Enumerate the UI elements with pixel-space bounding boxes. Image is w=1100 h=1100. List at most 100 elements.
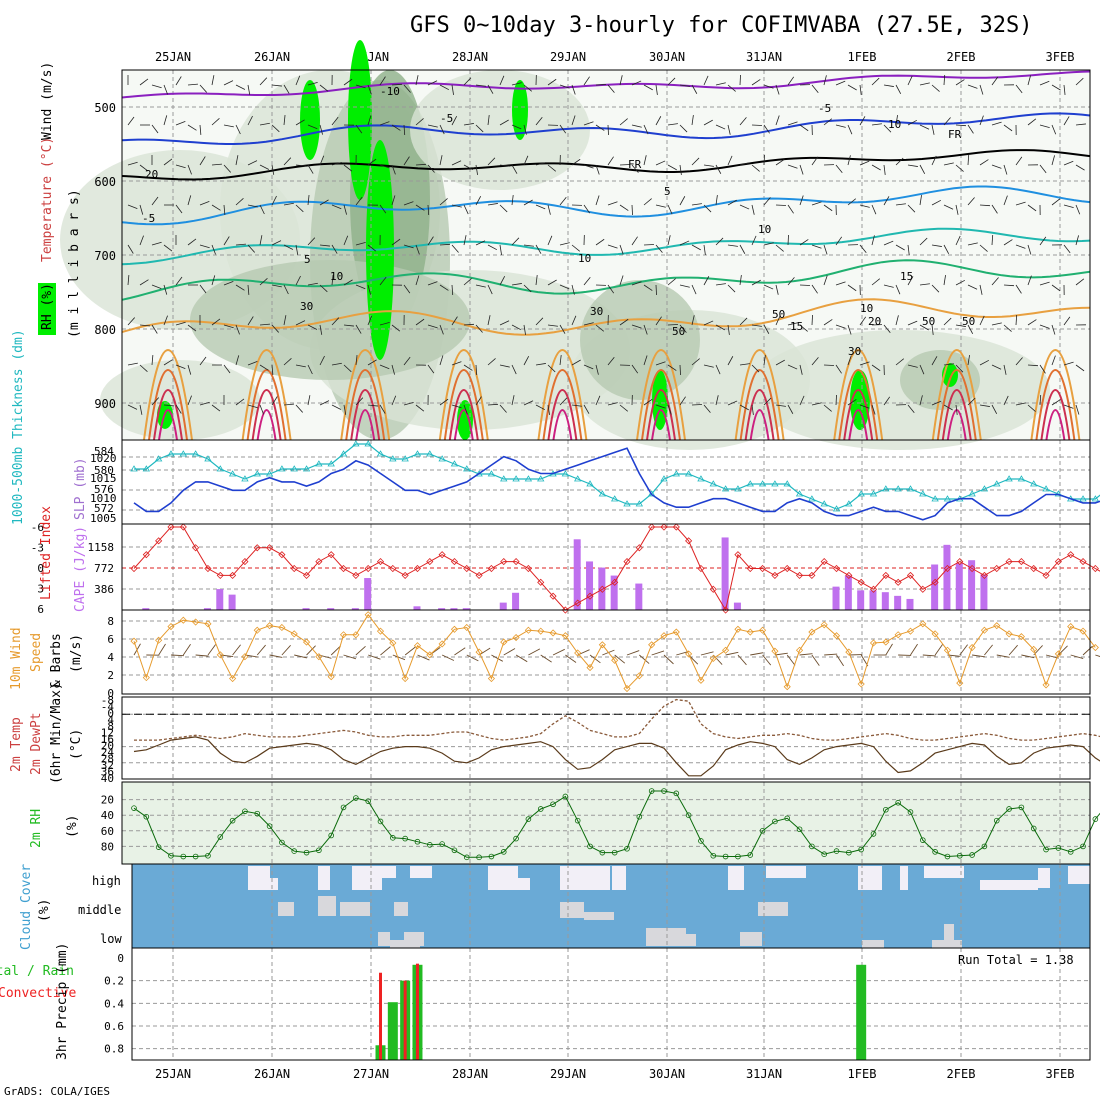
wind-barb	[307, 395, 311, 406]
wind-barb	[343, 204, 347, 215]
rh-marker	[500, 849, 507, 855]
wind-barb	[439, 155, 443, 166]
rh-marker	[254, 810, 261, 817]
wind-barb	[883, 396, 891, 406]
cape-bar	[598, 567, 606, 610]
cloud-gap	[410, 866, 432, 878]
lifted-index-marker	[130, 564, 138, 573]
rh-axis: 80 60 40 20	[101, 794, 114, 854]
thickness-marker	[635, 500, 644, 507]
wind-barb	[463, 77, 472, 86]
wind-barb	[787, 404, 794, 414]
thickness-marker	[167, 450, 175, 457]
wind-barb	[355, 324, 362, 334]
wind-barb	[931, 244, 942, 247]
surface-plume	[542, 369, 583, 441]
wind-speed-marker	[623, 684, 631, 693]
lifted-index-marker	[1067, 551, 1075, 559]
surface-plume	[636, 349, 686, 441]
wind-barb	[739, 317, 748, 326]
wind-barb	[859, 316, 867, 326]
thickness-marker	[943, 495, 952, 502]
lifted-index-marker	[487, 564, 495, 573]
wind-barb	[715, 395, 719, 406]
wind-barb	[528, 648, 541, 656]
wind-barb	[715, 124, 726, 130]
lifted-index-marker	[401, 571, 409, 579]
wind-barb	[391, 324, 401, 332]
thickness-tick: 580	[94, 464, 114, 477]
wind-barb	[1063, 361, 1074, 366]
wind-barb	[631, 324, 642, 329]
wind-barb	[319, 244, 330, 247]
wind-barb	[451, 160, 462, 166]
wind-barb	[1063, 204, 1074, 208]
wind-speed-marker	[302, 638, 311, 646]
wind-barb	[1075, 235, 1079, 246]
wind-barb	[571, 158, 581, 166]
wind-speed-marker	[709, 654, 717, 663]
precip-axis: 0.8 0.6 0.4 0.2 0	[104, 952, 124, 1056]
contour-label: 10	[860, 302, 873, 315]
wind-barb	[466, 654, 479, 662]
wind-barb	[595, 395, 601, 406]
thickness-marker	[623, 500, 631, 507]
cape-bar	[943, 544, 951, 610]
wind-barb	[535, 116, 543, 126]
wind-barb	[991, 364, 1002, 370]
wind-barb	[547, 78, 557, 86]
wind-barb	[331, 362, 342, 366]
wind-barb	[139, 404, 143, 415]
cloud-gap	[758, 902, 788, 916]
wind-barb	[751, 235, 757, 246]
wind-barb	[127, 317, 135, 326]
lifted-index-line	[133, 526, 1100, 612]
wind-barb	[799, 164, 804, 175]
wind-barb	[523, 355, 530, 366]
wind-barb	[343, 324, 354, 327]
wind-barb	[667, 324, 679, 326]
wind-barb	[907, 364, 918, 368]
slp-tick: 1020	[90, 452, 117, 465]
surface-plume	[448, 389, 479, 441]
rh-marker	[858, 846, 864, 853]
wind-barb	[415, 404, 425, 412]
wind-barb	[283, 358, 292, 366]
rh-shade	[580, 280, 700, 400]
lifted-index-marker	[1079, 558, 1087, 566]
wind-barb	[907, 119, 918, 126]
cape-bar	[512, 592, 520, 610]
wind-barb	[259, 122, 270, 126]
wind-barb	[607, 124, 609, 136]
date-label-top: 25JAN	[155, 50, 191, 64]
precip-label-2: Convective	[0, 986, 76, 1001]
wind-speed-marker	[438, 640, 446, 648]
wind-barb	[700, 651, 714, 656]
rh-marker	[784, 815, 791, 822]
contour-label: 20	[145, 168, 158, 181]
wind-barb	[739, 275, 742, 286]
contour-label: 10	[578, 252, 591, 265]
thickness-marker	[598, 490, 607, 497]
wind-barb	[331, 275, 334, 286]
wind-barb	[391, 364, 395, 375]
wind-barb	[559, 196, 567, 206]
wind-barb	[195, 654, 209, 657]
rh-marker	[266, 823, 273, 829]
wind-barb	[247, 284, 250, 295]
wind-speed-marker	[931, 630, 939, 638]
wind-barb	[295, 275, 301, 286]
surface-plume	[158, 409, 178, 441]
wind-barb	[715, 82, 726, 86]
pressure-label: (m i l l i b a r s)	[67, 189, 82, 338]
wind-barb	[478, 647, 491, 656]
wind-barb	[895, 315, 899, 326]
wind-barb	[655, 316, 662, 326]
wind-barb	[643, 324, 648, 335]
thickness-marker	[672, 470, 681, 477]
cloud-gap	[646, 928, 686, 946]
surface-plume	[246, 369, 287, 441]
wind-barb	[151, 397, 159, 406]
wind-barb	[451, 244, 459, 253]
